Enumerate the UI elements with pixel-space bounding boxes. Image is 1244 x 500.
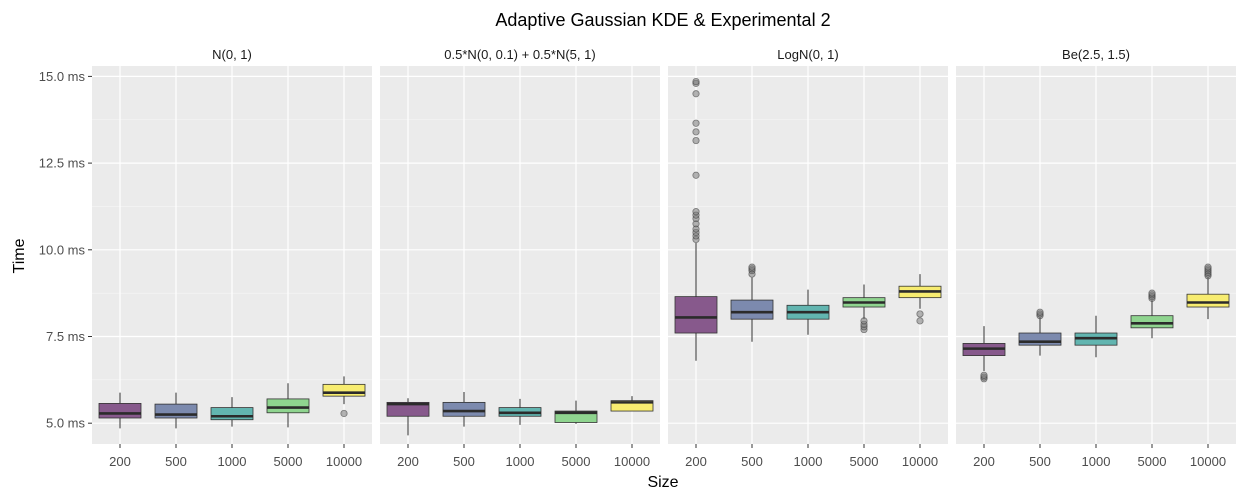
outlier-point: [692, 90, 700, 98]
box-5000: [266, 383, 310, 428]
box-10000: [322, 376, 366, 418]
box-500: [730, 263, 774, 342]
outlier-point: [1036, 308, 1044, 316]
x-tick-label: 10000: [326, 454, 362, 469]
x-tick-label: 200: [685, 454, 707, 469]
box-5000: [1130, 289, 1174, 339]
box-1000: [1074, 315, 1118, 358]
box-body: [730, 299, 774, 320]
box-body: [442, 401, 486, 417]
facet-strip: [92, 42, 372, 66]
box-500: [1018, 308, 1062, 356]
y-tick-label: 12.5 ms: [39, 156, 86, 171]
box-200: [98, 392, 142, 429]
box-10000: [898, 274, 942, 325]
box-body: [210, 407, 254, 421]
x-tick-label: 5000: [274, 454, 303, 469]
outlier-point: [692, 136, 700, 145]
chart-title: Adaptive Gaussian KDE & Experimental 2: [495, 10, 830, 30]
outlier-point: [692, 171, 700, 179]
box-body: [554, 410, 598, 423]
facet-panel: N(0, 1) 200 500 1000 5000 10000: [92, 42, 372, 469]
box-5000: [554, 400, 598, 424]
x-tick-label: 200: [973, 454, 995, 469]
box-200: [674, 78, 718, 361]
outlier-point: [692, 78, 700, 86]
box-body: [266, 398, 310, 414]
outlier-point: [1148, 289, 1156, 297]
facet-strip-label: 0.5*N(0, 0.1) + 0.5*N(5, 1): [444, 47, 595, 62]
x-tick-label: 10000: [902, 454, 938, 469]
facet-panel: Be(2.5, 1.5) 200 500 1000 5000 10000: [956, 42, 1236, 469]
outlier-point: [748, 263, 756, 271]
facet-strip-label: N(0, 1): [212, 47, 252, 62]
outlier-point: [340, 409, 348, 418]
x-tick-label: 1000: [794, 454, 823, 469]
box-body: [674, 296, 718, 334]
x-tick-label: 1000: [218, 454, 247, 469]
x-axis-title: Size: [647, 474, 678, 491]
x-tick-label: 10000: [614, 454, 650, 469]
x-tick-label: 200: [397, 454, 419, 469]
box-500: [154, 392, 198, 429]
facet-strip: [956, 42, 1236, 66]
y-tick-label: 7.5 ms: [46, 329, 86, 344]
box-1000: [498, 398, 542, 425]
outlier-point: [692, 208, 700, 216]
outlier-point: [692, 128, 700, 136]
outlier-point: [692, 119, 700, 127]
y-tick-label: 10.0 ms: [39, 242, 86, 257]
x-tick-label: 1000: [1082, 454, 1111, 469]
x-tick-label: 500: [165, 454, 187, 469]
y-tick-label: 15.0 ms: [39, 69, 86, 84]
facet-panel: LogN(0, 1) 200 500 1000 5000 10000: [668, 42, 948, 469]
facet-panel: 0.5*N(0, 0.1) + 0.5*N(5, 1) 200 500 1000 500…: [380, 42, 660, 469]
x-tick-label: 500: [741, 454, 763, 469]
y-axis: 5.0 ms 7.5 ms 10.0 ms 12.5 ms 15.0 ms: [39, 69, 92, 431]
facet-strip-label: LogN(0, 1): [777, 47, 838, 62]
x-tick-label: 5000: [562, 454, 591, 469]
box-body: [98, 403, 142, 419]
outlier-point: [1204, 263, 1212, 271]
box-500: [442, 391, 486, 427]
box-body: [1130, 315, 1174, 329]
facet-strip: [668, 42, 948, 66]
box-1000: [786, 289, 830, 335]
y-axis-title: Time: [11, 238, 28, 273]
box-200: [962, 326, 1006, 383]
box-5000: [842, 284, 886, 334]
x-tick-label: 500: [453, 454, 475, 469]
outlier-point: [980, 371, 988, 379]
box-body: [610, 400, 654, 412]
facet-strip: [380, 42, 660, 66]
box-body: [386, 401, 430, 417]
box-200: [386, 398, 430, 436]
y-tick-label: 5.0 ms: [46, 416, 86, 431]
outlier-point: [916, 317, 924, 325]
box-10000: [610, 396, 654, 412]
x-tick-label: 1000: [506, 454, 535, 469]
box-body: [1186, 293, 1230, 308]
box-10000: [1186, 263, 1230, 320]
box-body: [154, 403, 198, 419]
outlier-point: [860, 317, 868, 325]
outlier-point: [916, 310, 924, 318]
x-tick-label: 5000: [850, 454, 879, 469]
x-tick-label: 5000: [1138, 454, 1167, 469]
x-tick-label: 500: [1029, 454, 1051, 469]
box-body: [322, 383, 366, 397]
box-1000: [210, 397, 254, 427]
facet-strip-label: Be(2.5, 1.5): [1062, 47, 1130, 62]
box-body: [1018, 332, 1062, 346]
x-tick-label: 10000: [1190, 454, 1226, 469]
x-tick-label: 200: [109, 454, 131, 469]
